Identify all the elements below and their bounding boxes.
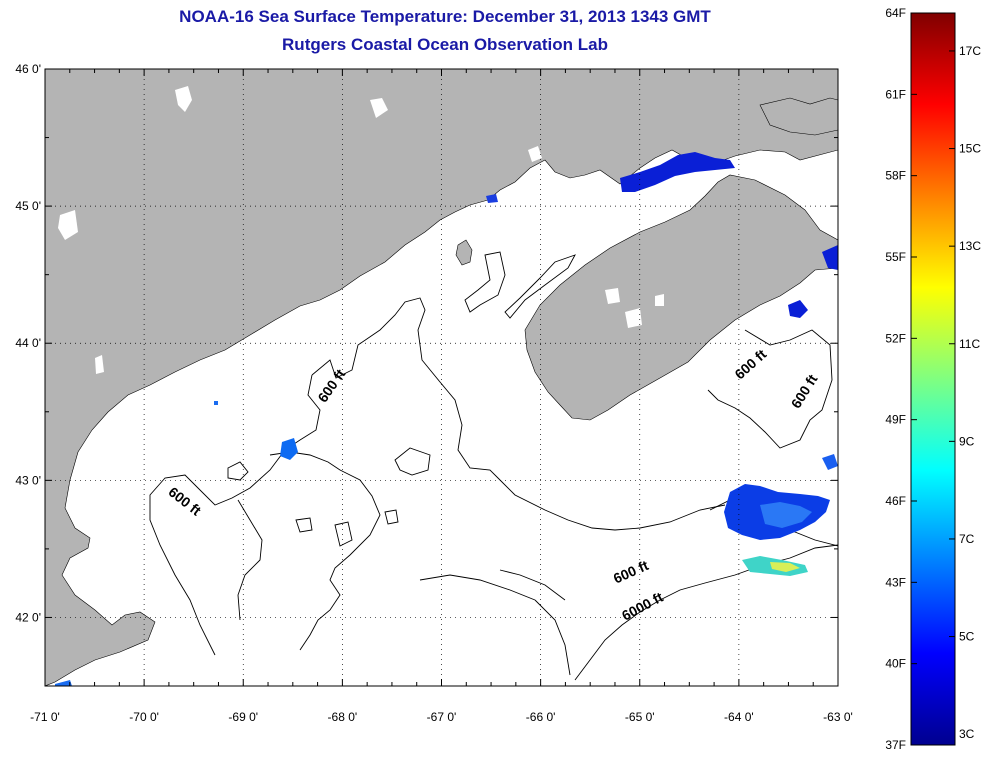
y-tick-label: 45 0' (15, 199, 41, 213)
colorbar-c-label: 5C (959, 630, 975, 644)
lake-4 (95, 355, 104, 374)
colorbar-c-label: 13C (959, 239, 981, 253)
land-grand-manan (455, 239, 473, 266)
sst-patch-dot (214, 401, 218, 405)
colorbar-c-label: 15C (959, 142, 981, 156)
sst-patch-east (822, 245, 838, 270)
colorbar-c-label: 11C (959, 337, 980, 351)
land-cape-breton (759, 97, 838, 136)
sst-patch-scotian-shelf-inner (760, 502, 812, 528)
x-tick-label: -71 0' (30, 710, 60, 724)
x-tick-label: -64 0' (724, 710, 754, 724)
y-tick-label: 44 0' (15, 336, 41, 350)
sst-patch-bay-of-fundy (620, 152, 735, 192)
colorbar-f-label: 43F (885, 575, 906, 589)
colorbar-f-label: 64F (885, 6, 906, 20)
x-tick-label: -70 0' (129, 710, 159, 724)
x-tick-label: -66 0' (526, 710, 556, 724)
colorbar-f-label: 40F (885, 657, 906, 671)
colorbar-c-label: 7C (959, 532, 975, 546)
colorbar: 64F 61F 58F 55F 52F 49F 46F 43F 40F 37F 17C 15C 13C 1… (885, 6, 981, 752)
y-tick-label: 46 0' (15, 62, 41, 76)
y-tick-label: 43 0' (15, 473, 41, 487)
colorbar-f-label: 37F (885, 738, 906, 752)
lake-6 (605, 288, 620, 304)
sst-patch-ns-coast (788, 300, 808, 318)
colorbar-c-label: 17C (959, 44, 981, 58)
sst-patch-east-small (822, 454, 838, 470)
lake-2 (58, 210, 78, 240)
lake-7 (655, 294, 664, 306)
x-tick-label: -67 0' (427, 710, 457, 724)
sst-patch-sw (55, 680, 72, 686)
sst-patch-small-ne (486, 194, 498, 203)
lake-5 (625, 308, 642, 328)
colorbar-f-label: 58F (885, 169, 906, 183)
x-tick-label: -63 0' (823, 710, 853, 724)
colorbar-f-label: 55F (885, 250, 906, 264)
x-tick-label: -65 0' (625, 710, 655, 724)
colorbar-c-label: 9C (959, 434, 975, 448)
lake-3 (370, 98, 388, 118)
land-new-england (45, 69, 838, 686)
lake-8 (528, 146, 542, 162)
axis-ticks: -71 0' -70 0' -69 0' -68 0' -67 0' -66 0' -65 … (15, 62, 852, 724)
colorbar-c-label: 3C (959, 727, 975, 741)
lake-1 (175, 86, 192, 112)
chart-title: NOAA-16 Sea Surface Temperature: Decembe… (179, 7, 711, 26)
chart-subtitle: Rutgers Coastal Ocean Observation Lab (282, 35, 608, 54)
land-nova-scotia (524, 174, 838, 421)
colorbar-f-label: 61F (885, 87, 906, 101)
sst-patch-basin (280, 438, 298, 460)
colorbar-f-label: 52F (885, 331, 906, 345)
colorbar-f-label: 46F (885, 494, 906, 508)
x-tick-label: -69 0' (228, 710, 258, 724)
sst-patch-warm-core (770, 562, 800, 572)
colorbar-labels: 64F 61F 58F 55F 52F 49F 46F 43F 40F 37F 17C 15C 13C 1… (885, 6, 981, 752)
y-tick-label: 42 0' (15, 610, 41, 624)
x-tick-label: -68 0' (328, 710, 358, 724)
sst-patches (55, 152, 838, 686)
colorbar-f-label: 49F (885, 413, 906, 427)
map-grid (45, 69, 838, 686)
colorbar-scale (910, 12, 956, 746)
